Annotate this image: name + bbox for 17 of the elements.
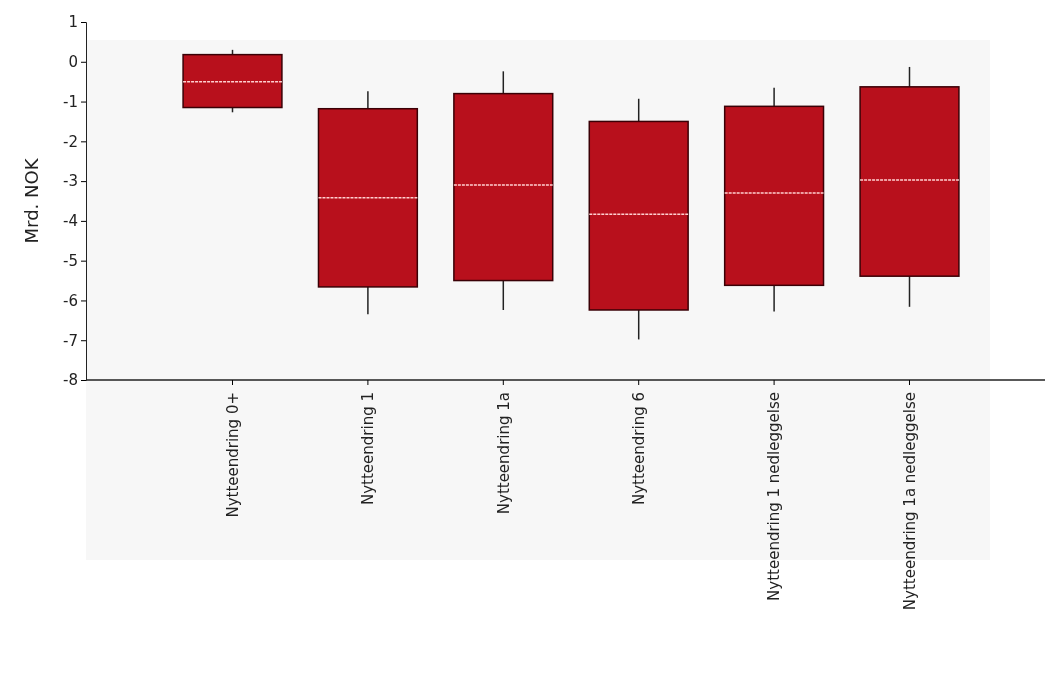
x-tick-label: Nytteendring 1a nedleggelse bbox=[900, 392, 919, 611]
x-tick-label: Nytteendring 0+ bbox=[223, 392, 242, 518]
y-tick-label: -7 bbox=[63, 331, 78, 350]
x-tick-label: Nytteendring 6 bbox=[629, 392, 648, 506]
y-tick-label: 1 bbox=[68, 13, 78, 32]
y-tick-label: -5 bbox=[63, 251, 78, 270]
y-axis-title: Mrd. NOK bbox=[21, 157, 42, 244]
y-tick-label: 0 bbox=[68, 53, 78, 72]
x-tick-label: Nytteendring 1 bbox=[359, 392, 378, 506]
y-tick-label: -3 bbox=[63, 172, 78, 191]
y-tick-label: -2 bbox=[63, 132, 78, 151]
y-tick-label: -1 bbox=[63, 92, 78, 111]
x-tick-label: Nytteendring 1a bbox=[494, 392, 513, 515]
y-tick-label: -4 bbox=[63, 212, 78, 231]
x-tick-label: Nytteendring 1 nedleggelse bbox=[765, 392, 784, 601]
y-tick-label: -6 bbox=[63, 291, 78, 310]
y-tick-label: -8 bbox=[63, 371, 78, 390]
